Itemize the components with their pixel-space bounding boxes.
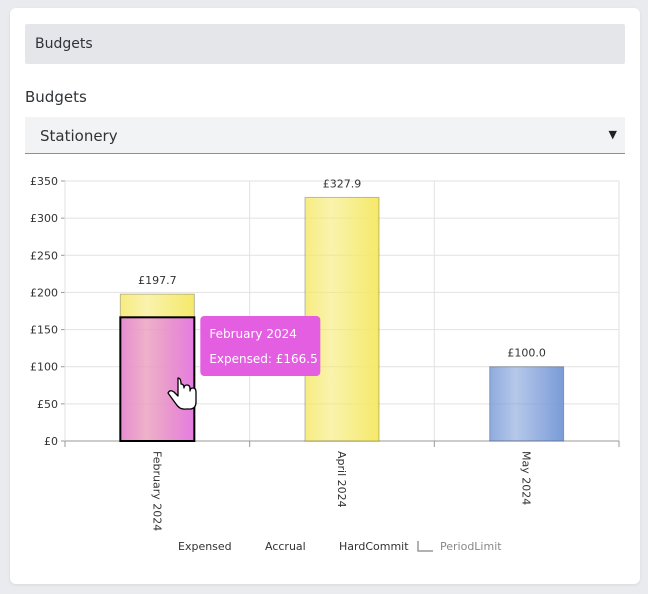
data-label: £197.7 (138, 274, 177, 287)
x-tick-label: April 2024 (335, 451, 348, 508)
y-tick-label: £300 (30, 212, 58, 225)
y-tick-label: £0 (44, 435, 58, 448)
card-header: Budgets (25, 24, 625, 64)
y-tick-label: £100 (30, 361, 58, 374)
legend-item-expensed[interactable]: Expensed (178, 540, 232, 553)
data-label: £327.9 (323, 177, 362, 190)
x-tick-label: May 2024 (520, 451, 533, 505)
bar-expensed-0[interactable] (119, 316, 196, 443)
tooltip-value: Expensed: £166.5 (209, 352, 317, 366)
y-tick-label: £250 (30, 249, 58, 262)
chevron-down-icon: ▼ (608, 128, 617, 141)
x-tick-label: February 2024 (150, 451, 163, 531)
tooltip-title: February 2024 (209, 327, 297, 341)
bar-hardcommit-2[interactable] (489, 366, 565, 442)
legend-item-hardcommit[interactable]: HardCommit (339, 540, 409, 553)
legend-item-accrual[interactable]: Accrual (265, 540, 306, 553)
y-tick-label: £150 (30, 324, 58, 337)
budgets-card: Budgets Budgets Stationery ▼ (10, 8, 640, 584)
y-tick-label: £200 (30, 286, 58, 299)
tooltip-box (200, 316, 321, 376)
budget-select-value: Stationery (40, 127, 118, 145)
legend-item-periodlimit[interactable]: PeriodLimit (440, 540, 502, 553)
legend-periodlimit-icon (417, 541, 433, 552)
hand-cursor-icon (167, 377, 197, 410)
budget-select[interactable]: Stationery ▼ (25, 117, 625, 154)
y-tick-label: £50 (37, 398, 58, 411)
data-label: £100.0 (507, 347, 546, 360)
card-title: Budgets (35, 36, 93, 52)
y-tick-label: £350 (30, 175, 58, 188)
budgets-select-label: Budgets (25, 88, 87, 106)
